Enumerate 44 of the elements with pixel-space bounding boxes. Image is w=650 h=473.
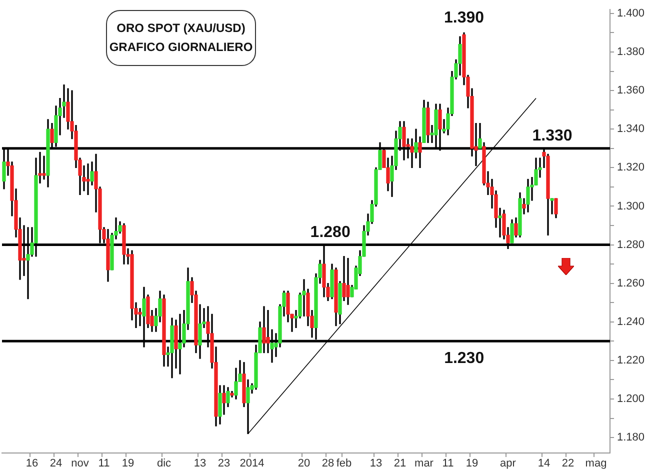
annotation: 1.390: [444, 10, 484, 27]
x-tick-label: 11: [98, 458, 110, 470]
x-tick-label: 19: [122, 458, 134, 470]
ref-line-label: 1.280: [310, 224, 350, 241]
y-tick-label: 1.400: [617, 7, 645, 20]
x-tick-label: mar: [414, 458, 434, 470]
x-tick-label: nov: [71, 458, 90, 470]
y-tick-label: 1.360: [617, 84, 645, 97]
x-tick-label: mag: [585, 458, 607, 470]
x-tick-label: 21: [394, 458, 406, 470]
x-tick-label: 20: [298, 458, 310, 470]
x-tick-label: 13: [370, 458, 382, 470]
candlestick: [138, 308, 142, 326]
text: GRAFICO GIORNALIERO: [109, 39, 253, 56]
candlestick: [86, 163, 90, 195]
y-tick-label: 1.320: [617, 162, 645, 174]
candlestick: [346, 258, 350, 305]
y-tick-label: 1.240: [617, 316, 645, 328]
x-tick-label: apr: [500, 458, 516, 470]
ref-line-label: 1.330: [532, 127, 572, 144]
y-tick-label: 1.180: [617, 432, 645, 444]
candlestick: [42, 156, 46, 180]
y-tick-label: 1.380: [617, 46, 645, 58]
x-tick-label: 28: [322, 458, 334, 470]
y-tick-label: 1.220: [617, 354, 645, 366]
x-tick-label: 13: [194, 458, 206, 470]
x-tick-label: 14: [538, 458, 550, 470]
x-tick-label: 22: [562, 458, 574, 470]
x-tick-label: 24: [50, 458, 62, 470]
candlestick: [498, 208, 502, 238]
y-tick-label: 1.300: [617, 200, 645, 212]
x-tick-label: 19: [466, 458, 478, 470]
y-tick-label: 1.340: [617, 123, 645, 136]
x-tick-label: 2014: [240, 458, 264, 470]
x-tick-label: 23: [218, 458, 230, 470]
text: ORO SPOT (XAU/USD): [116, 20, 246, 37]
ref-line-label: 1.230: [444, 350, 484, 368]
x-tick-label: 16: [26, 458, 38, 470]
x-tick-label: feb: [336, 458, 352, 470]
y-tick-label: 1.260: [617, 277, 645, 290]
y-tick-label: 1.200: [617, 393, 645, 406]
x-tick-label: 11: [442, 458, 454, 470]
y-tick-label: 1.280: [617, 238, 645, 251]
x-tick-label: dic: [156, 458, 172, 470]
